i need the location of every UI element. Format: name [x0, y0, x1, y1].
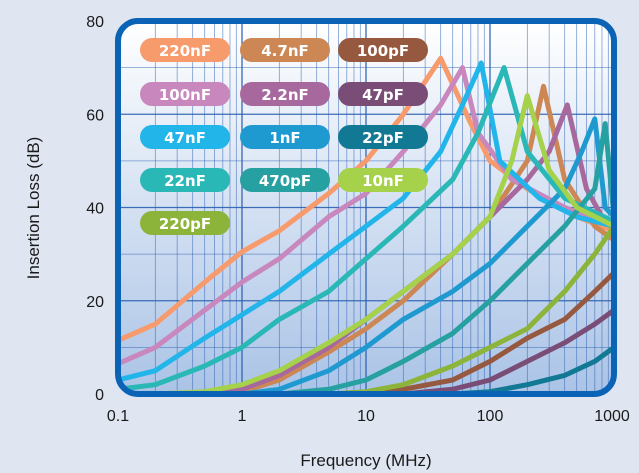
- legend-item: 100nF: [140, 82, 230, 106]
- legend-label: 22nF: [164, 172, 206, 190]
- legend-swatch: [240, 82, 330, 106]
- x-axis-title: Frequency (MHz): [300, 451, 431, 470]
- legend-label: 220nF: [159, 42, 211, 60]
- legend-swatch: [338, 38, 428, 62]
- legend-item: 22pF: [338, 125, 428, 149]
- series-line-220pF: [326, 223, 614, 394]
- series-line-1nF: [239, 116, 614, 394]
- legend-swatch: [240, 38, 330, 62]
- x-tick-label: 10: [357, 408, 375, 425]
- series-line-470pF: [276, 121, 614, 394]
- legend-item: 22nF: [140, 168, 230, 192]
- y-tick-labels: 0 20 40 60 80: [86, 14, 104, 404]
- legend-item: 2.2nF: [240, 82, 330, 106]
- legend-label: 100nF: [159, 86, 211, 104]
- legend-swatch: [140, 82, 230, 106]
- legend: 220nF 4.7nF 100pF 100nF 2.2nF 47pF 47nF 1nF 22pF…: [140, 38, 428, 235]
- legend-item: 47nF: [140, 125, 230, 149]
- x-tick-label: 1000: [594, 408, 630, 425]
- legend-item: 470pF: [240, 168, 330, 192]
- series-line-4.7nF: [152, 83, 614, 394]
- y-tick-label: 60: [86, 107, 104, 124]
- legend-item: 4.7nF: [240, 38, 330, 62]
- y-tick-label: 80: [86, 14, 104, 31]
- legend-item: 220nF: [140, 38, 230, 62]
- legend-item: 220pF: [140, 211, 230, 235]
- y-tick-label: 40: [86, 201, 104, 218]
- series-lines: [118, 55, 614, 394]
- legend-label: 220pF: [159, 215, 211, 233]
- legend-label: 22pF: [362, 129, 404, 147]
- x-tick-label: 0.1: [107, 408, 129, 425]
- y-tick-label: 20: [86, 294, 104, 311]
- legend-label: 100pF: [357, 42, 409, 60]
- legend-label: 4.7nF: [261, 42, 309, 60]
- legend-label: 1nF: [269, 129, 300, 147]
- legend-swatch: [338, 82, 428, 106]
- x-tick-label: 100: [477, 408, 504, 425]
- legend-label: 2.2nF: [261, 86, 309, 104]
- series-line-22nF: [118, 65, 614, 392]
- series-line-47nF: [118, 60, 614, 383]
- legend-item: 47pF: [338, 82, 428, 106]
- y-tick-label: 0: [95, 387, 104, 404]
- legend-label: 10nF: [362, 172, 404, 190]
- legend-swatch: [140, 211, 230, 235]
- legend-label: 47pF: [362, 86, 404, 104]
- legend-swatch: [338, 125, 428, 149]
- series-line-10nF: [152, 93, 614, 394]
- legend-label: 470pF: [259, 172, 311, 190]
- legend-item: 100pF: [338, 38, 428, 62]
- legend-swatch: [140, 38, 230, 62]
- plot-frame: [115, 18, 617, 397]
- series-line-47pF: [400, 307, 614, 394]
- x-tick-labels: 0.1 1 10 100 1000: [107, 408, 630, 425]
- legend-swatch: [140, 168, 230, 192]
- y-axis-title: Insertion Loss (dB): [24, 137, 43, 280]
- legend-swatch: [240, 125, 330, 149]
- x-tick-label: 1: [238, 408, 247, 425]
- legend-swatch: [338, 168, 428, 192]
- legend-item: 1nF: [240, 125, 330, 149]
- legend-swatch: [240, 168, 330, 192]
- series-line-100pF: [363, 270, 614, 394]
- legend-swatch: [140, 125, 230, 149]
- legend-label: 47nF: [164, 129, 206, 147]
- legend-item: 10nF: [338, 168, 428, 192]
